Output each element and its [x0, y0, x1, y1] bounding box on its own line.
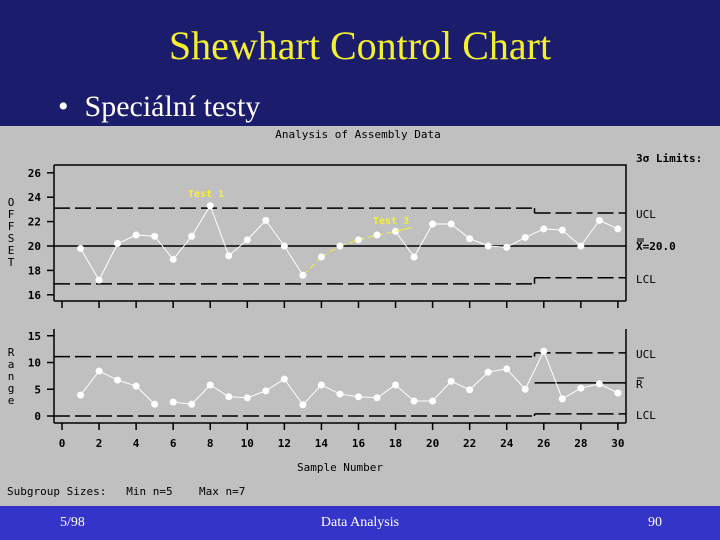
svg-text:20: 20: [28, 240, 41, 253]
x-axis: 0 2 4 6 8 10 12 14 16 18 20 22 24 26 28 30: [59, 301, 625, 450]
svg-text:24: 24: [500, 437, 514, 450]
svg-text:16: 16: [28, 289, 42, 302]
svg-text:20: 20: [426, 437, 439, 450]
svg-text:T: T: [8, 256, 15, 269]
svg-text:a: a: [8, 358, 15, 371]
svg-text:6: 6: [170, 437, 177, 450]
range-center-label: R: [636, 378, 643, 391]
svg-text:0: 0: [59, 437, 66, 450]
annotation-test1: Test 1: [188, 189, 224, 200]
svg-text:n: n: [8, 370, 15, 383]
svg-text:4: 4: [133, 437, 140, 450]
mean-y-axis: 16 18 20 22 24 26: [28, 167, 54, 302]
bullet-glyph: •: [58, 90, 69, 123]
bullet-item: • Speciální testy: [58, 90, 260, 124]
svg-text:18: 18: [389, 437, 402, 450]
range-lcl-label: LCL: [636, 409, 656, 422]
chart-title: Analysis of Assembly Data: [275, 128, 441, 141]
svg-text:15: 15: [28, 330, 41, 343]
range-ucl-label: UCL: [636, 348, 656, 361]
svg-text:S: S: [8, 232, 15, 245]
subgroup-sizes: Subgroup Sizes: Min n=5 Max n=7: [7, 485, 245, 498]
x-axis-label: Sample Number: [297, 461, 383, 474]
svg-text:O: O: [8, 196, 15, 209]
svg-text:E: E: [8, 244, 15, 257]
limits-header: 3σ Limits:: [636, 152, 702, 165]
svg-text:14: 14: [315, 437, 329, 450]
range-series: [77, 347, 622, 409]
annotation-test3: Test 3: [373, 216, 409, 227]
svg-text:26: 26: [537, 437, 551, 450]
svg-text:g: g: [8, 382, 15, 395]
mean-ucl-label: UCL: [636, 208, 656, 221]
footer-date: 5/98: [60, 515, 85, 530]
svg-text:22: 22: [28, 216, 41, 229]
svg-text:22: 22: [463, 437, 476, 450]
svg-text:2: 2: [96, 437, 103, 450]
svg-text:18: 18: [28, 264, 41, 277]
svg-text:F: F: [8, 208, 15, 221]
chart-panel: Analysis of Assembly Data 3σ Limits: 16 1…: [0, 126, 720, 506]
mean-series: [77, 202, 622, 284]
svg-text:F: F: [8, 220, 15, 233]
mean-center-label: X=20.0: [636, 240, 676, 253]
slide-title: Shewhart Control Chart: [168, 23, 552, 68]
svg-text:10: 10: [28, 357, 41, 370]
range-y-axis: 0 5 10 15: [28, 330, 54, 423]
footer-page: 90: [648, 515, 662, 530]
svg-text:10: 10: [241, 437, 254, 450]
svg-text:8: 8: [207, 437, 214, 450]
svg-text:12: 12: [278, 437, 291, 450]
svg-text:e: e: [8, 394, 15, 407]
bullet-text: Speciální testy: [84, 90, 261, 123]
svg-text:28: 28: [574, 437, 587, 450]
svg-text:16: 16: [352, 437, 366, 450]
svg-text:24: 24: [28, 191, 42, 204]
svg-text:26: 26: [28, 167, 42, 180]
svg-text:30: 30: [611, 437, 624, 450]
slide-footer: 5/98 Data Analysis 90: [0, 506, 720, 540]
svg-text:R: R: [8, 346, 15, 359]
range-control-limits: [54, 352, 626, 417]
svg-text:0: 0: [34, 410, 41, 423]
svg-text:5: 5: [34, 383, 41, 396]
footer-title: Data Analysis: [320, 515, 400, 530]
control-chart: Analysis of Assembly Data 3σ Limits: 161…: [7, 128, 702, 498]
mean-lcl-label: LCL: [636, 273, 656, 286]
